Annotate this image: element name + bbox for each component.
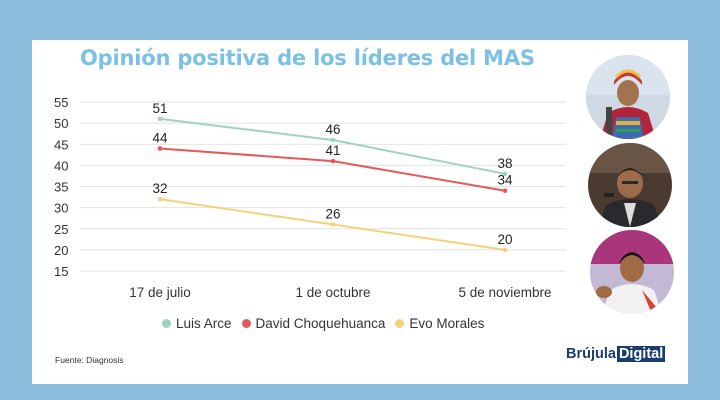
data-label: 44 xyxy=(152,130,168,145)
data-label: 46 xyxy=(325,122,340,137)
data-point xyxy=(330,137,336,143)
chart-card xyxy=(32,40,688,384)
chart-title: Opinión positiva de los líderes del MAS xyxy=(80,46,535,70)
data-point xyxy=(330,158,336,164)
y-tick-label: 20 xyxy=(54,243,68,258)
x-tick-label: 1 de octubre xyxy=(295,285,370,300)
legend-item: Luis Arce xyxy=(162,316,232,331)
y-tick-label: 55 xyxy=(54,95,68,110)
x-tick-label: 5 de noviembre xyxy=(458,285,551,300)
data-point xyxy=(157,196,163,202)
y-tick-label: 15 xyxy=(54,264,68,279)
data-point xyxy=(157,146,163,151)
y-tick-label: 30 xyxy=(54,201,68,216)
portrait-luis-arce-image xyxy=(586,55,670,139)
y-tick-label: 25 xyxy=(54,222,68,237)
data-label: 41 xyxy=(325,143,340,158)
y-tick-label: 50 xyxy=(54,116,68,131)
legend-marker xyxy=(241,319,251,328)
data-label: 26 xyxy=(325,207,340,222)
data-point xyxy=(330,222,336,227)
data-point xyxy=(157,116,163,122)
legend-item: Evo Morales xyxy=(395,316,484,331)
legend-item: David Choquehuanca xyxy=(241,316,386,331)
data-label: 32 xyxy=(152,181,167,196)
y-tick-label: 45 xyxy=(54,137,68,152)
data-point xyxy=(502,247,508,253)
x-tick-label: 17 de julio xyxy=(129,285,191,300)
y-tick-label: 40 xyxy=(54,158,68,173)
data-label: 20 xyxy=(497,232,512,247)
portrait-david-choquehuanca-image xyxy=(588,143,672,227)
legend-label: Luis Arce xyxy=(176,316,232,331)
brand-part-2: Digital xyxy=(616,346,666,362)
data-label: 38 xyxy=(497,156,512,171)
data-point xyxy=(502,171,508,177)
chart-legend: Luis Arce David Choquehuanca Evo Morales xyxy=(162,316,484,331)
y-tick-label: 35 xyxy=(54,180,68,195)
data-point xyxy=(502,188,508,194)
legend-label: David Choquehuanca xyxy=(255,316,386,331)
legend-label: Evo Morales xyxy=(409,316,485,331)
source-note: Fuente: Diagnosis xyxy=(55,355,124,365)
data-label: 34 xyxy=(497,173,513,188)
portrait-evo-morales-image xyxy=(590,230,674,314)
data-label: 51 xyxy=(152,101,167,116)
brand-logo: Brújula Digital xyxy=(566,346,666,362)
legend-marker xyxy=(395,319,405,328)
legend-marker xyxy=(162,319,171,328)
brand-part-1: Brújula xyxy=(566,346,616,362)
